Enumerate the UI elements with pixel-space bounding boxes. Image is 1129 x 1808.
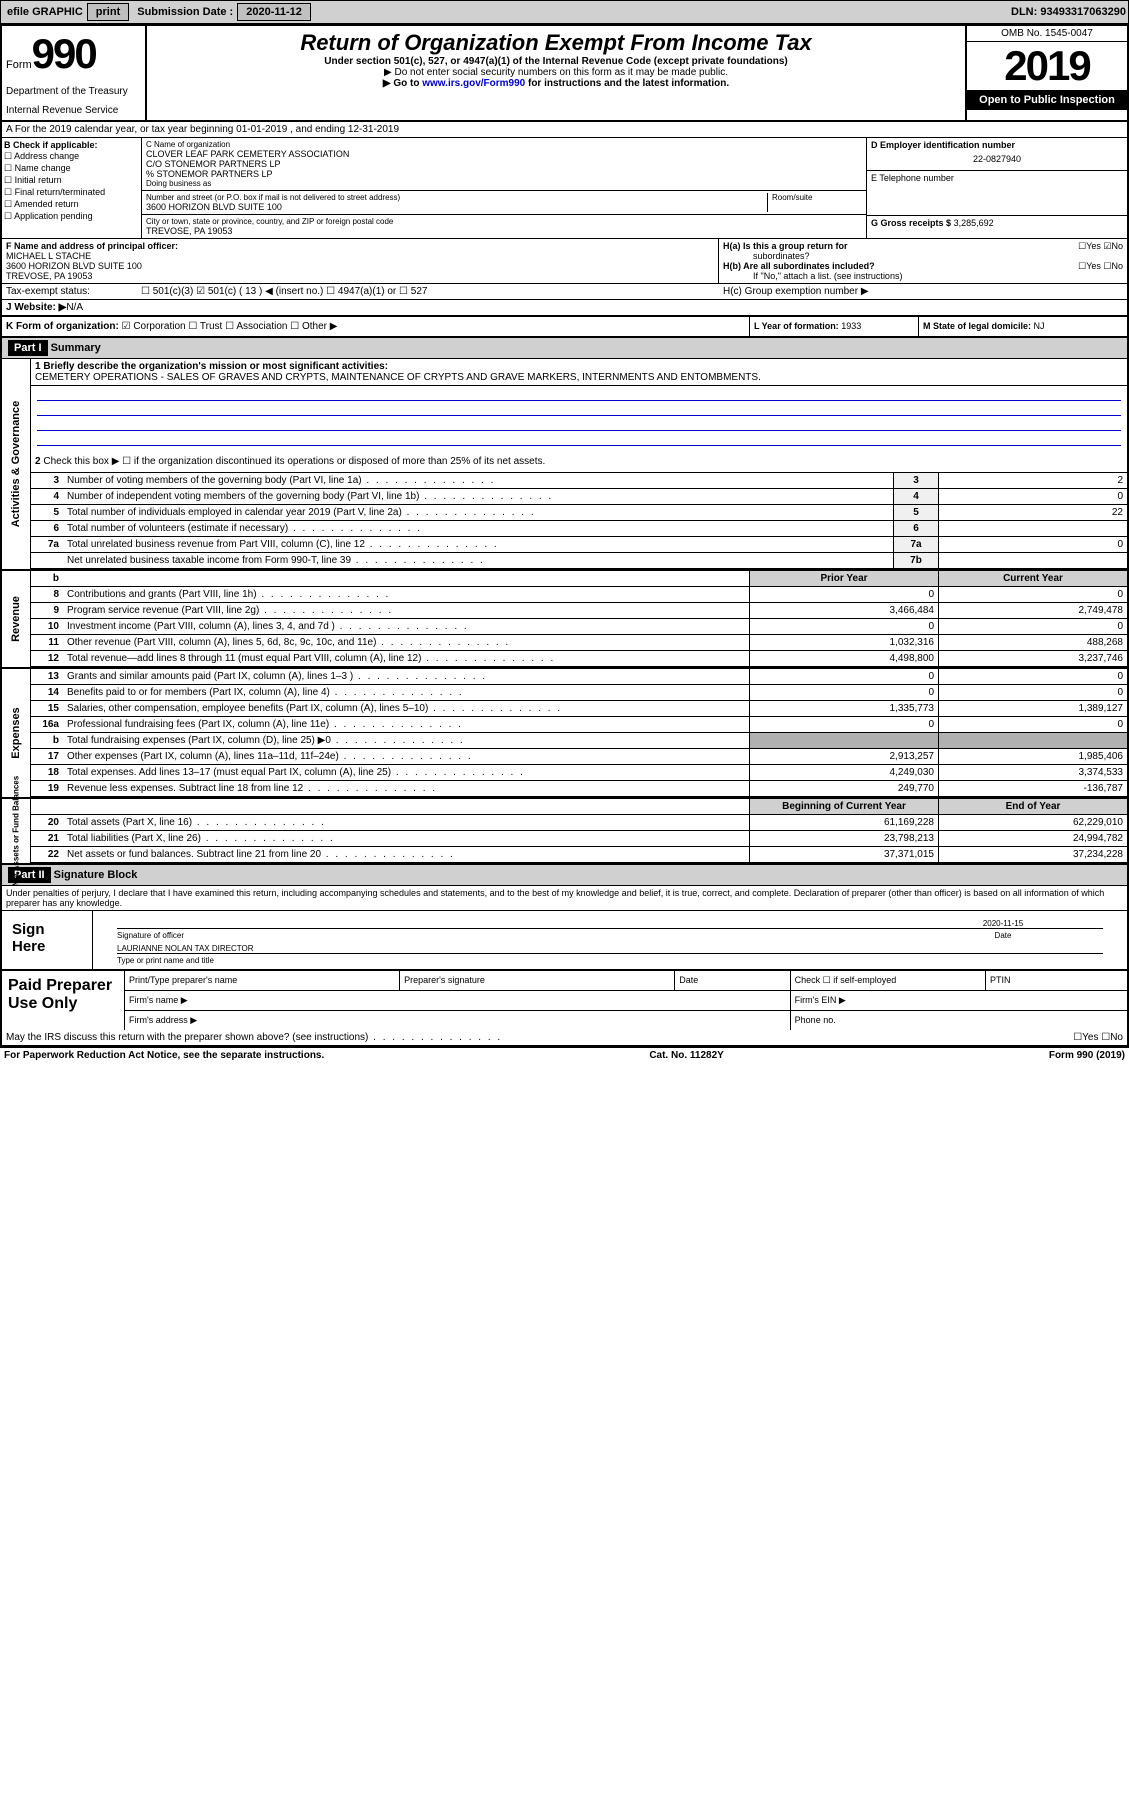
box-k: K Form of organization: ☑ Corporation ☐ …: [2, 317, 749, 336]
submission-label: Submission Date :: [137, 6, 233, 18]
side-activities: Activities & Governance: [10, 401, 22, 528]
irs-link[interactable]: www.irs.gov/Form990: [422, 78, 525, 89]
form-990: Form990 Department of the Treasury Inter…: [0, 24, 1129, 1048]
box-hc: H(c) Group exemption number ▶: [723, 286, 1123, 297]
form-footer: Form 990 (2019): [1049, 1050, 1125, 1061]
dept-treasury: Department of the Treasury: [6, 86, 141, 97]
chk-amended[interactable]: ☐ Amended return: [4, 199, 139, 210]
tax-status-options: ☐ 501(c)(3) ☑ 501(c) ( 13 ) ◀ (insert no…: [141, 286, 723, 297]
chk-address[interactable]: ☐ Address change: [4, 151, 139, 162]
form-number-box: Form990 Department of the Treasury Inter…: [2, 26, 147, 120]
table-row: 6Total number of volunteers (estimate if…: [31, 521, 1127, 537]
table-row: 22Net assets or fund balances. Subtract …: [31, 847, 1127, 863]
table-row: 11Other revenue (Part VIII, column (A), …: [31, 635, 1127, 651]
table-row: 12Total revenue—add lines 8 through 11 (…: [31, 651, 1127, 667]
table-row: 18Total expenses. Add lines 13–17 (must …: [31, 765, 1127, 781]
form-subtitle: Under section 501(c), 527, or 4947(a)(1)…: [151, 56, 961, 67]
side-revenue: Revenue: [10, 596, 22, 642]
tax-year-range: A For the 2019 calendar year, or tax yea…: [2, 122, 1127, 138]
chk-final[interactable]: ☐ Final return/terminated: [4, 187, 139, 198]
org-address: 3600 HORIZON BLVD SUITE 100: [146, 202, 767, 212]
table-row: 14Benefits paid to or for members (Part …: [31, 685, 1127, 701]
sig-date: 2020-11-15: [903, 919, 1103, 928]
form-title-box: Return of Organization Exempt From Incom…: [147, 26, 965, 120]
org-name: CLOVER LEAF PARK CEMETERY ASSOCIATION: [146, 149, 862, 159]
discuss-yes-no[interactable]: ☐Yes ☐No: [923, 1032, 1123, 1043]
mission-text: CEMETERY OPERATIONS - SALES OF GRAVES AN…: [35, 372, 761, 383]
mission-label: 1 Briefly describe the organization's mi…: [31, 359, 1127, 386]
pra-notice: For Paperwork Reduction Act Notice, see …: [4, 1050, 324, 1061]
gross-receipts: 3,285,692: [954, 218, 994, 228]
sign-here-label: Sign Here: [2, 911, 93, 969]
ein: 22-0827940: [871, 150, 1123, 168]
print-button[interactable]: print: [87, 3, 129, 21]
box-m: M State of legal domicile: NJ: [918, 317, 1127, 336]
box-f: F Name and address of principal officer:…: [2, 239, 719, 283]
table-row: 3Number of voting members of the governi…: [31, 473, 1127, 489]
chk-name[interactable]: ☐ Name change: [4, 163, 139, 174]
cat-number: Cat. No. 11282Y: [324, 1050, 1049, 1061]
table-row: Net unrelated business taxable income fr…: [31, 553, 1127, 569]
website-label: J Website: ▶: [6, 302, 66, 313]
irs-label: Internal Revenue Service: [6, 105, 141, 116]
omb-number: OMB No. 1545-0047: [967, 26, 1127, 42]
table-row: 7aTotal unrelated business revenue from …: [31, 537, 1127, 553]
box-b: B Check if applicable: ☐ Address change …: [2, 138, 142, 238]
table-row: 15Salaries, other compensation, employee…: [31, 701, 1127, 717]
website-value: N/A: [66, 302, 83, 313]
year-box: OMB No. 1545-0047 2019 Open to Public In…: [965, 26, 1127, 120]
part-2-header: Part II Signature Block: [2, 865, 1127, 886]
box-c: C Name of organization CLOVER LEAF PARK …: [142, 138, 867, 238]
officer-name-title: LAURIANNE NOLAN TAX DIRECTOR: [117, 944, 1103, 953]
tax-year: 2019: [967, 42, 1127, 90]
form-title: Return of Organization Exempt From Incom…: [151, 30, 961, 56]
table-row: 10Investment income (Part VIII, column (…: [31, 619, 1127, 635]
officer-name: MICHAEL L STACHE: [6, 251, 714, 261]
table-row: 20Total assets (Part X, line 16)61,169,2…: [31, 815, 1127, 831]
table-row: 13Grants and similar amounts paid (Part …: [31, 669, 1127, 685]
chk-initial[interactable]: ☐ Initial return: [4, 175, 139, 186]
tax-status-label: Tax-exempt status:: [6, 286, 141, 297]
table-row: 21Total liabilities (Part X, line 26)23,…: [31, 831, 1127, 847]
box-l: L Year of formation: 1933: [749, 317, 918, 336]
side-expenses: Expenses: [10, 707, 22, 758]
table-row: 8Contributions and grants (Part VIII, li…: [31, 587, 1127, 603]
top-toolbar: efile GRAPHIC print Submission Date : 20…: [0, 0, 1129, 24]
table-row: 5Total number of individuals employed in…: [31, 505, 1127, 521]
side-net-assets: Net Assets or Fund Balances: [12, 776, 21, 886]
dln-label: DLN: 93493317063290: [1011, 6, 1126, 18]
submission-date: 2020-11-12: [237, 3, 311, 21]
perjury-declaration: Under penalties of perjury, I declare th…: [2, 886, 1127, 911]
org-city: TREVOSE, PA 19053: [146, 226, 862, 236]
row-b: b: [31, 571, 63, 586]
box-d-e-g: D Employer identification number22-08279…: [867, 138, 1127, 238]
chk-pending[interactable]: ☐ Application pending: [4, 211, 139, 222]
ssn-note: ▶ Do not enter social security numbers o…: [151, 67, 961, 78]
open-inspection: Open to Public Inspection: [967, 90, 1127, 110]
efile-label: efile GRAPHIC: [7, 6, 83, 18]
part-1-header: Part I Summary: [2, 338, 1127, 359]
box-h: H(a) Is this a group return for ☐Yes ☑No…: [719, 239, 1127, 283]
table-row: 9Program service revenue (Part VIII, lin…: [31, 603, 1127, 619]
table-row: 16aProfessional fundraising fees (Part I…: [31, 717, 1127, 733]
paid-preparer-label: Paid Preparer Use Only: [2, 971, 125, 1030]
table-row: 19Revenue less expenses. Subtract line 1…: [31, 781, 1127, 797]
table-row: 4Number of independent voting members of…: [31, 489, 1127, 505]
table-row: bTotal fundraising expenses (Part IX, co…: [31, 733, 1127, 749]
discuss-question: May the IRS discuss this return with the…: [6, 1032, 923, 1043]
table-row: 17Other expenses (Part IX, column (A), l…: [31, 749, 1127, 765]
link-note: ▶ Go to www.irs.gov/Form990 for instruct…: [151, 78, 961, 89]
